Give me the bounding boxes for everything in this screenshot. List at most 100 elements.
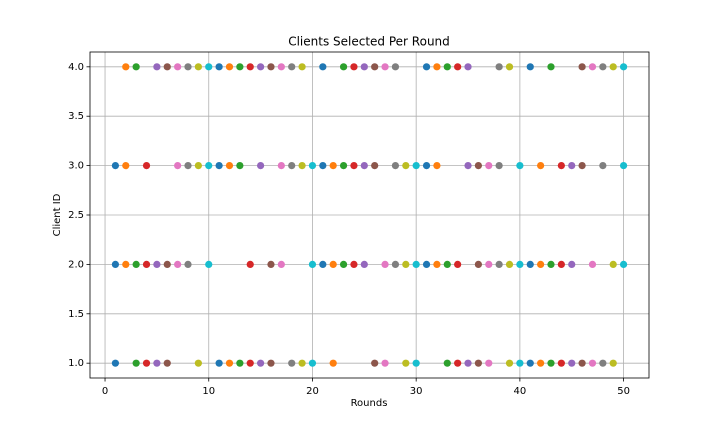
point (391, 63, 400, 71)
point (495, 63, 503, 71)
point (163, 63, 171, 71)
point (422, 63, 431, 71)
x-tick-label: 10 (202, 386, 215, 397)
point (153, 63, 161, 71)
point (277, 63, 285, 71)
y-axis-label: Client ID (52, 193, 63, 236)
point (547, 63, 555, 71)
x-tick-label: 20 (306, 386, 319, 397)
point (215, 162, 223, 170)
point (174, 63, 182, 71)
point (277, 162, 285, 170)
point (433, 162, 441, 170)
point (557, 359, 565, 367)
point (402, 359, 410, 367)
point (350, 162, 358, 170)
point (505, 359, 514, 367)
point (298, 63, 306, 71)
point (132, 260, 140, 268)
point (412, 359, 420, 367)
point (225, 359, 234, 367)
point (153, 359, 161, 367)
point (319, 162, 327, 170)
point (619, 162, 628, 170)
point (184, 162, 192, 170)
point (526, 63, 534, 71)
point (454, 359, 462, 367)
point (537, 359, 545, 367)
chart-title: Clients Selected Per Round (288, 35, 450, 49)
point (360, 162, 368, 170)
plot-frame (89, 51, 650, 379)
x-tick-label: 30 (410, 386, 423, 397)
y-tick-label: 4.0 (68, 62, 84, 73)
point (402, 260, 410, 268)
point (236, 162, 244, 170)
point (163, 260, 171, 268)
y-tick-label: 3.0 (68, 161, 84, 172)
point (588, 260, 597, 268)
point (257, 359, 265, 367)
point (599, 63, 607, 71)
point (381, 260, 389, 268)
point (464, 63, 472, 71)
point (371, 359, 379, 367)
x-axis-label: Rounds (351, 398, 388, 409)
point (588, 63, 597, 71)
point (568, 359, 576, 367)
point (381, 63, 389, 71)
point (516, 260, 524, 268)
point (215, 359, 223, 367)
point (257, 63, 265, 71)
point (350, 63, 358, 71)
point (557, 260, 565, 268)
point (568, 162, 576, 170)
y-tick-label: 2.5 (68, 210, 84, 221)
point (588, 359, 597, 367)
y-tick-label: 2.0 (68, 259, 84, 270)
point (609, 359, 617, 367)
point (485, 260, 493, 268)
point (163, 359, 171, 367)
point (122, 260, 130, 268)
point (568, 260, 576, 268)
point (236, 63, 244, 71)
point (246, 359, 254, 367)
point (267, 63, 275, 71)
point (578, 162, 586, 170)
x-tick-label: 50 (617, 386, 630, 397)
point (319, 260, 327, 268)
point (308, 260, 317, 268)
point (371, 162, 379, 170)
point (454, 63, 462, 71)
point (443, 359, 451, 367)
point (329, 162, 337, 170)
point (433, 63, 441, 71)
point (267, 260, 275, 268)
point (142, 359, 151, 367)
point (516, 359, 524, 367)
point (339, 162, 348, 170)
point (474, 260, 482, 268)
point (422, 260, 431, 268)
x-tick-label: 0 (102, 386, 108, 397)
point (474, 162, 482, 170)
point (599, 162, 607, 170)
point (505, 63, 514, 71)
point (184, 260, 192, 268)
point (443, 260, 451, 268)
point (194, 359, 202, 367)
point (505, 260, 514, 268)
point (350, 260, 358, 268)
point (412, 162, 420, 170)
point (443, 63, 451, 71)
point (205, 162, 213, 170)
point (184, 63, 192, 71)
point (391, 260, 400, 268)
point (557, 162, 565, 170)
point (619, 260, 628, 268)
point (225, 162, 234, 170)
point (339, 63, 348, 71)
